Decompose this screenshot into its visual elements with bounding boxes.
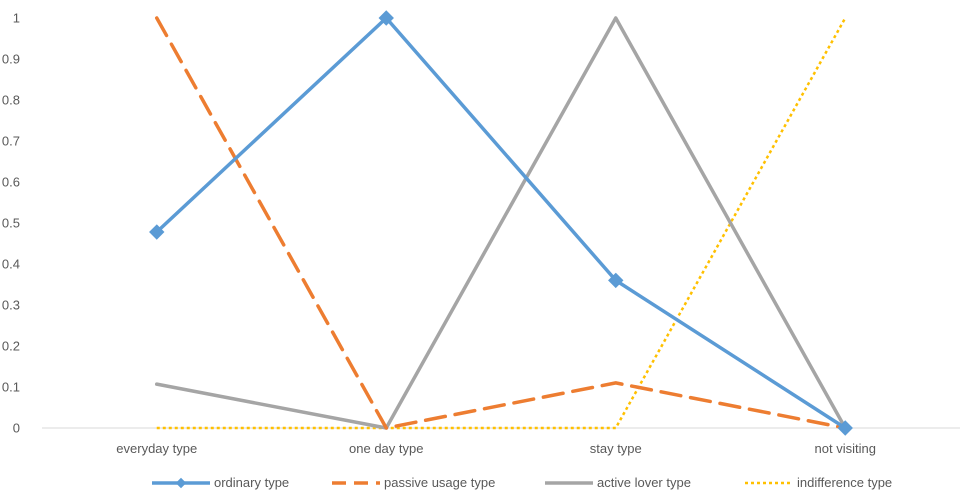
y-tick-label: 0.4	[2, 257, 20, 272]
x-tick-label: stay type	[590, 441, 642, 456]
legend-item: ordinary type	[152, 475, 289, 490]
y-tick-label: 0.1	[2, 380, 20, 395]
data-point	[837, 420, 853, 436]
x-axis: everyday type one day type stay type not vi…	[116, 441, 876, 456]
legend: ordinary type passive usage type active lo…	[152, 475, 892, 490]
data-point	[149, 224, 165, 240]
y-tick-label: 1	[13, 11, 20, 26]
legend-marker	[175, 477, 187, 489]
x-tick-label: not visiting	[815, 441, 876, 456]
series-layer	[149, 10, 853, 436]
y-tick-label: 0.5	[2, 216, 20, 231]
y-tick-label: 0.7	[2, 134, 20, 149]
series-line	[155, 16, 847, 430]
series-line	[155, 16, 847, 430]
series-active-lover-type	[155, 16, 847, 430]
legend-label: active lover type	[597, 475, 691, 490]
series-ordinary-type	[149, 10, 853, 436]
y-tick-label: 0.3	[2, 298, 20, 313]
series-passive-usage-type	[155, 16, 847, 430]
series-line	[155, 16, 847, 430]
legend-item: passive usage type	[332, 475, 495, 490]
x-tick-label: everyday type	[116, 441, 197, 456]
legend-label: ordinary type	[214, 475, 289, 490]
y-tick-label: 0.9	[2, 52, 20, 67]
series-line	[156, 17, 847, 430]
y-tick-label: 0.6	[2, 175, 20, 190]
legend-label: passive usage type	[384, 475, 495, 490]
y-axis: 0 0.1 0.2 0.3 0.4 0.5 0.6 0.7 0.8 0.9 1	[2, 11, 20, 436]
data-point	[608, 272, 624, 289]
data-point	[378, 10, 394, 26]
x-tick-label: one day type	[349, 441, 423, 456]
y-tick-label: 0.2	[2, 339, 20, 354]
series-indifference-type	[156, 17, 847, 430]
y-tick-label: 0	[13, 421, 20, 436]
legend-item: indifference type	[745, 475, 892, 490]
legend-label: indifference type	[797, 475, 892, 490]
legend-item: active lover type	[545, 475, 691, 490]
y-tick-label: 0.8	[2, 93, 20, 108]
